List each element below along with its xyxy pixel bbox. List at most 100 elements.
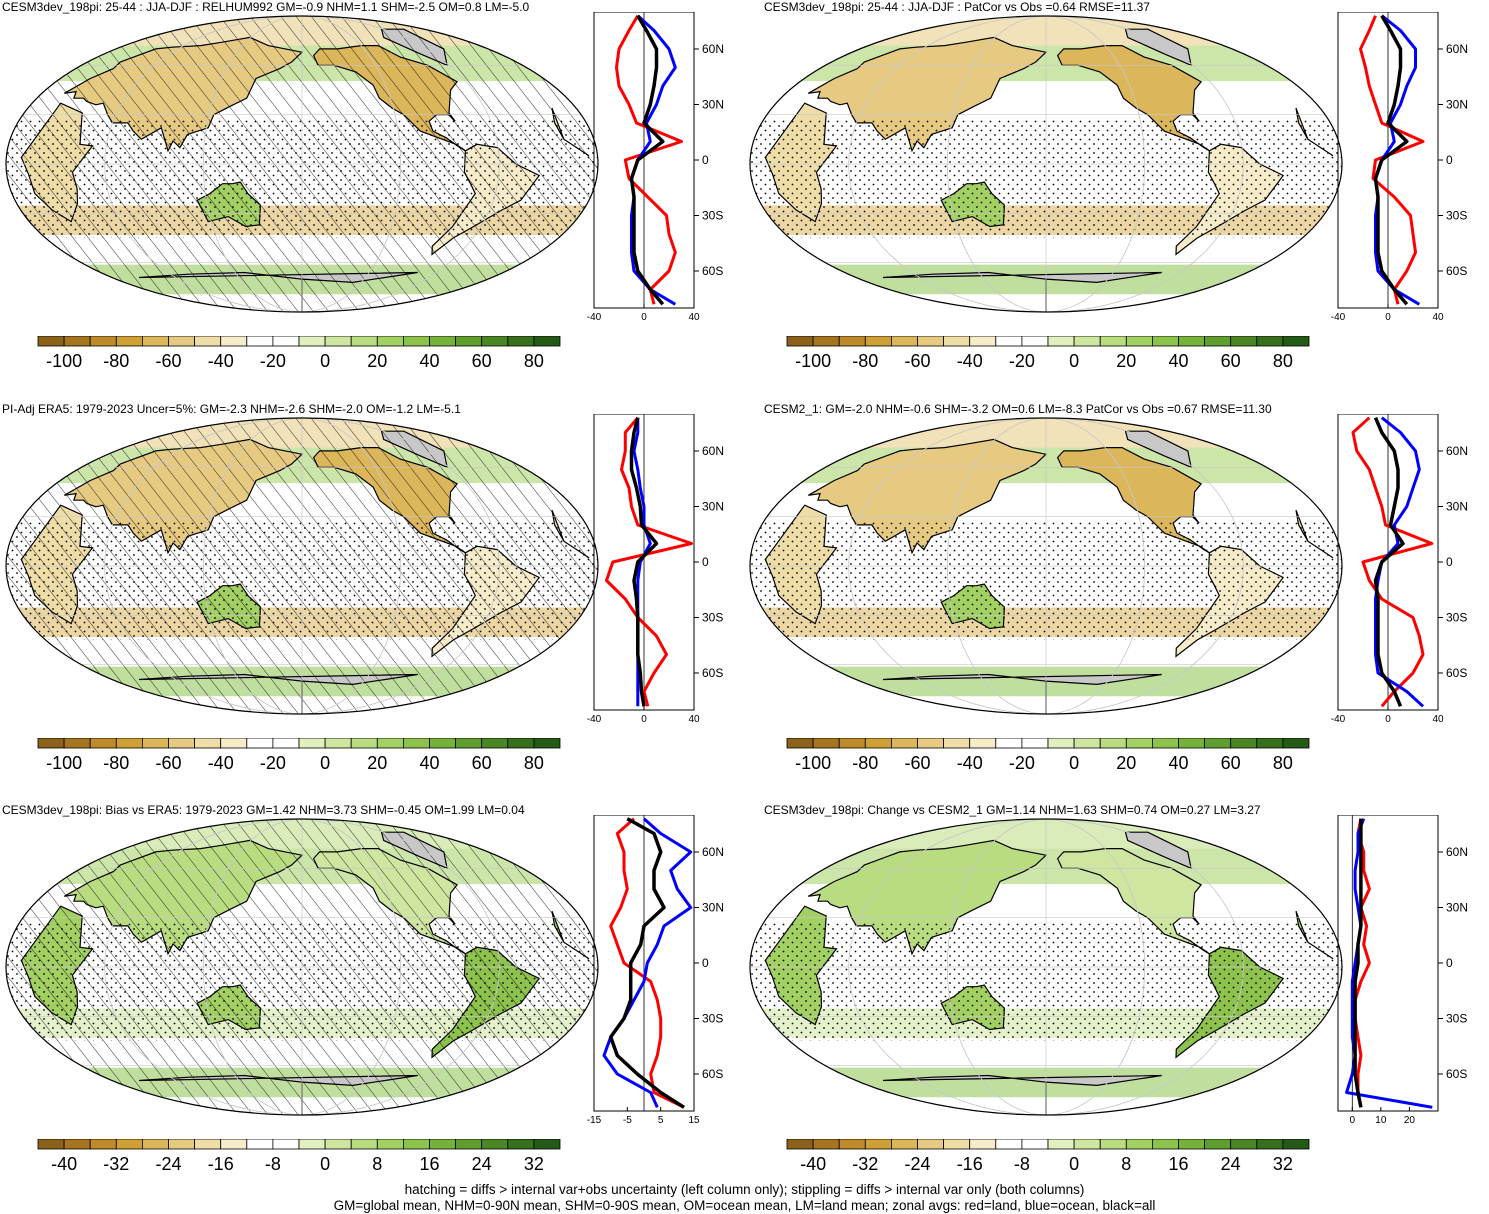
x-tick-label: 40 [1432,312,1444,323]
panel-p4: CESM2_1: GM=-2.0 NHM=-0.6 SHM=-3.2 OM=0.… [744,402,1488,802]
colorbar-swatch [507,1139,535,1150]
colorbar-swatch [969,336,997,347]
lat-tick-label: 30N [1446,500,1468,514]
colorbar-label: -60 [904,753,930,773]
lat-tick-label: 0 [702,956,709,970]
x-tick-label: 0 [641,714,647,725]
colorbar-swatch [402,336,430,347]
colorbar-swatch [812,336,840,347]
lat-tick-label: 0 [702,555,709,569]
lat-tick-label: 0 [1446,956,1453,970]
x-tick-label: -40 [1331,714,1346,725]
colorbar-swatch [1282,1139,1310,1150]
colorbar-swatch [1047,336,1075,347]
colorbar-swatch [1204,1139,1232,1150]
lat-tick-label: 30S [702,1012,723,1026]
colorbar-swatch [402,738,430,749]
colorbar-swatch [786,738,814,749]
x-tick-label: -5 [623,1115,632,1126]
colorbar-swatch [115,336,143,347]
zonal-mean-plot: % 60N 30N 0 30S 60S 0 10 20 [1337,815,1468,1126]
lat-tick-label: 60S [702,1067,723,1081]
colorbar-swatch [812,1139,840,1150]
continent-greenland [1124,28,1192,67]
colorbar-swatch [1151,336,1179,347]
colorbar-swatch [1047,1139,1075,1150]
colorbar-swatch [786,1139,814,1150]
colorbar-label: -100 [795,753,831,773]
colorbar-label: 32 [524,1154,544,1174]
lat-tick-label: 30N [702,98,724,112]
colorbar-swatch [350,1139,378,1150]
lat-tick-label: 30S [702,611,723,625]
colorbar-swatch [1125,336,1153,347]
colorbar-swatch [1230,1139,1258,1150]
lat-tick-label: 60N [702,845,724,859]
colorbar-label: -100 [46,351,82,371]
colorbar-swatch [298,336,326,347]
colorbar: -100 -80 -60 -40 -20 0 20 40 60 80 100 [37,738,572,773]
colorbar-label: -80 [852,753,878,773]
colorbar-label: -40 [208,351,234,371]
colorbar-swatch [402,1139,430,1150]
global-map [749,417,1343,715]
colorbar-swatch [298,738,326,749]
panel-title: CESM3dev_198pi: 25-44 : JJA-DJF : PatCor… [764,0,1150,14]
panel-p6: CESM3dev_198pi: Change vs CESM2_1 GM=1.1… [744,803,1488,1203]
colorbar-swatch [1282,738,1310,749]
x-tick-label: 0 [641,312,647,323]
x-tick-label: -40 [1331,312,1346,323]
colorbar-swatch [89,336,117,347]
colorbar-swatch [272,738,300,749]
lat-tick-label: 30N [702,500,724,514]
x-tick-label: -40 [587,312,602,323]
colorbar-label: -40 [957,351,983,371]
colorbar-swatch [324,336,352,347]
lat-tick-label: 30N [702,901,724,915]
zonal-mean-plot: % 60N 30N 0 30S 60S -40 0 40 [587,12,724,323]
colorbar-label: -60 [904,351,930,371]
colorbar-label: -24 [155,1154,181,1174]
zonal-line-black [629,14,665,306]
x-tick-label: 40 [688,714,700,725]
colorbar-label: 16 [1168,1154,1188,1174]
colorbar-swatch [350,738,378,749]
colorbar-label: 60 [1221,351,1241,371]
colorbar-swatch [507,738,535,749]
colorbar-label: 40 [419,753,439,773]
panel-title: CESM3dev_198pi: Bias vs ERA5: 1979-2023 … [2,803,525,817]
colorbar-swatch [220,1139,248,1150]
colorbar-swatch [376,738,404,749]
colorbar-swatch [429,336,457,347]
x-tick-label: 40 [688,312,700,323]
colorbar-swatch [891,336,918,347]
colorbar-label: 80 [1273,351,1293,371]
colorbar-label: -20 [1009,351,1035,371]
colorbar-swatch [220,336,248,347]
colorbar-swatch [63,1139,91,1150]
global-map [5,818,599,1116]
colorbar-label: -8 [1014,1154,1030,1174]
colorbar-swatch [1256,738,1284,749]
colorbar-swatch [246,1139,274,1150]
panel-title: PI-Adj ERA5: 1979-2023 Uncer=5%: GM=-2.3… [2,402,461,416]
colorbar-swatch [1125,738,1153,749]
colorbar-label: 0 [320,1154,330,1174]
colorbar-swatch [376,1139,404,1150]
x-tick-label: 20 [1404,1115,1416,1126]
panel-p1: CESM3dev_198pi: 25-44 : JJA-DJF : RELHUM… [0,0,744,400]
colorbar-label: -60 [155,753,181,773]
lat-tick-label: 60N [702,42,724,56]
zonal-line-red [1351,416,1434,708]
colorbar-swatch [455,336,483,347]
colorbar-label: -100 [795,351,831,371]
colorbar-swatch [1151,738,1179,749]
zonal-line-red [609,817,685,1109]
colorbar-label: 0 [320,351,330,371]
zonal-line-black [1373,417,1405,707]
colorbar-swatch [1099,1139,1127,1150]
colorbar-label: -16 [957,1154,983,1174]
colorbar-label: -16 [208,1154,234,1174]
colorbar-swatch [246,738,274,749]
colorbar-swatch [943,738,971,749]
